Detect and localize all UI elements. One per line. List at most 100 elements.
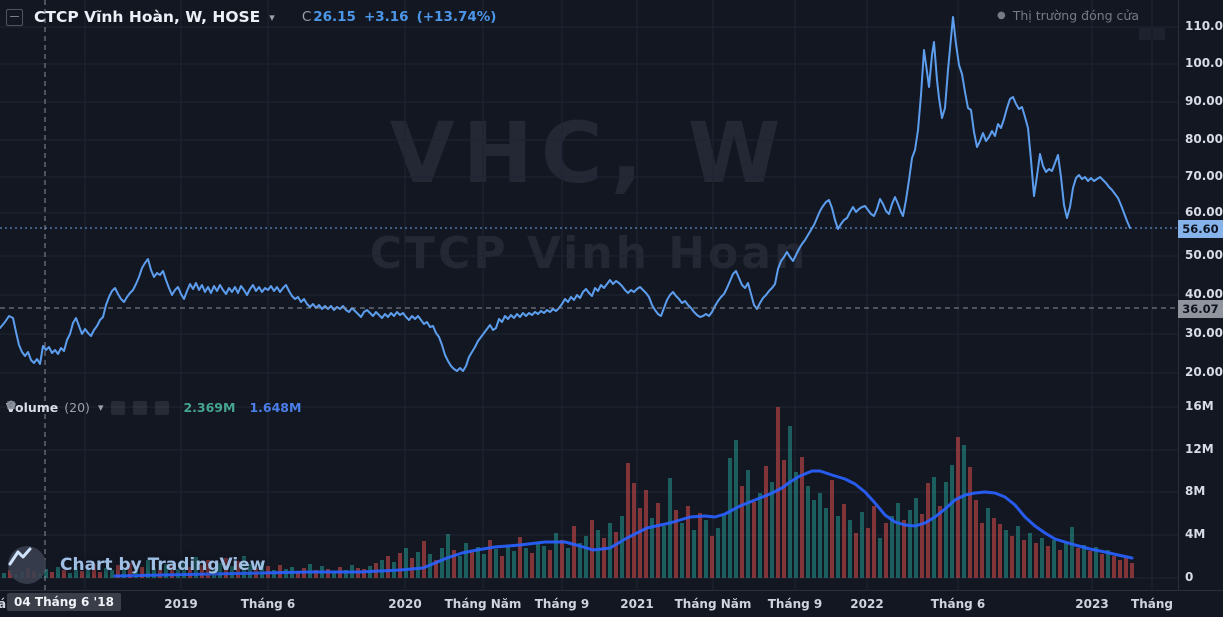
time-axis[interactable]: [0, 590, 1223, 617]
price-axis-label: 90.00: [1185, 94, 1223, 108]
volume-hide-icon[interactable]: [6, 400, 126, 415]
legend-collapse-icon[interactable]: [6, 8, 23, 26]
price-line: [0, 16, 1131, 372]
volume-bar: [548, 550, 552, 578]
volume-bar: [824, 508, 828, 578]
volume-bar: [866, 528, 870, 578]
crosshair-price-label: 36.07: [1178, 300, 1223, 318]
volume-bar: [638, 508, 642, 578]
volume-bar: [62, 570, 66, 578]
volume-bar: [920, 514, 924, 578]
volume-bar: [116, 565, 120, 578]
volume-bar: [80, 571, 84, 578]
volume-bar: [986, 508, 990, 578]
volume-bar: [536, 542, 540, 578]
volume-bar: [458, 556, 462, 578]
volume-bar: [488, 540, 492, 578]
nav-button-placeholder[interactable]: [1153, 28, 1165, 40]
volume-bar: [644, 490, 648, 578]
chevron-down-icon[interactable]: ▾: [97, 401, 104, 414]
market-status: ● Thị trường đóng cửa: [997, 8, 1139, 23]
volume-bar: [968, 467, 972, 578]
price-axis-label: 60.00: [1185, 205, 1223, 219]
volume-bar: [602, 538, 606, 578]
volume-bar: [926, 483, 930, 578]
volume-bar: [206, 560, 210, 578]
volume-bar: [662, 526, 666, 578]
volume-bar: [44, 569, 48, 578]
volume-bar: [698, 513, 702, 578]
volume-study-label[interactable]: Volume: [6, 400, 59, 415]
time-axis-label: 2023: [1075, 597, 1109, 611]
time-axis-label: Tháng 6: [930, 597, 986, 611]
volume-bar: [224, 558, 228, 578]
price-axis-label: 110.00: [1185, 19, 1223, 33]
volume-bar: [230, 566, 234, 578]
volume-bar: [152, 568, 156, 578]
volume-bar: [68, 573, 72, 578]
volume-bar: [404, 548, 408, 578]
volume-ma-line: [113, 469, 1134, 578]
volume-bar: [764, 466, 768, 578]
volume-bar: [782, 460, 786, 578]
time-axis-label: Tháng Năm: [444, 597, 522, 611]
volume-bar: [248, 564, 252, 578]
volume-bar: [1124, 558, 1128, 578]
volume-bar: [518, 537, 522, 578]
volume-bar: [1064, 543, 1068, 578]
volume-bar: [668, 478, 672, 578]
volume-bar: [512, 551, 516, 578]
status-dot-icon: ●: [996, 10, 1006, 21]
tradingview-logo-icon[interactable]: [8, 546, 46, 584]
volume-bar: [980, 523, 984, 578]
volume-bar: [890, 516, 894, 578]
volume-bar: [608, 523, 612, 578]
volume-bar: [242, 556, 246, 578]
volume-bar: [938, 506, 942, 578]
volume-bar: [818, 493, 822, 578]
price-axis-label: 100.00: [1185, 56, 1223, 70]
volume-bar: [848, 520, 852, 578]
volume-bar: [1076, 548, 1080, 578]
time-axis-label: 2021: [620, 597, 654, 611]
volume-bar: [164, 564, 168, 578]
volume-bar: [422, 541, 426, 578]
volume-bar: [1118, 560, 1122, 578]
volume-bar: [692, 530, 696, 578]
volume-bar: [398, 553, 402, 578]
volume-bar: [566, 548, 570, 578]
volume-bar: [950, 465, 954, 578]
volume-bar: [182, 562, 186, 578]
price-axis-label: 80.00: [1185, 132, 1223, 146]
volume-bar: [1088, 551, 1092, 578]
volume-remove-icon[interactable]: [6, 400, 170, 415]
volume-bar: [878, 538, 882, 578]
volume-bar: [188, 567, 192, 578]
volume-bar: [1046, 546, 1050, 578]
volume-bar: [962, 445, 966, 578]
symbol-title[interactable]: CTCP Vĩnh Hoàn, W, HOSE: [34, 8, 261, 26]
chevron-down-icon[interactable]: ▾: [269, 10, 275, 24]
time-axis-label: Tháng 9: [534, 597, 590, 611]
volume-bar: [800, 457, 804, 578]
volume-bar: [746, 470, 750, 578]
volume-bar: [776, 407, 780, 578]
volume-bar: [236, 561, 240, 578]
close-value: 26.15: [313, 9, 356, 25]
tradingview-attribution[interactable]: Chart by TradingView: [8, 546, 265, 584]
volume-bar: [74, 566, 78, 578]
volume-bar: [500, 556, 504, 578]
volume-bar: [464, 543, 468, 578]
volume-bar: [740, 486, 744, 578]
volume-bar: [452, 550, 456, 578]
volume-bar: [674, 510, 678, 578]
volume-study-param: (20): [64, 400, 90, 415]
volume-bar: [974, 500, 978, 578]
volume-bar: [908, 510, 912, 578]
volume-settings-gear-icon[interactable]: [6, 400, 148, 415]
nav-button-placeholder[interactable]: [1139, 28, 1151, 40]
volume-bar: [884, 523, 888, 578]
volume-bar: [326, 569, 330, 578]
volume-axis-label: 8M: [1185, 484, 1206, 498]
